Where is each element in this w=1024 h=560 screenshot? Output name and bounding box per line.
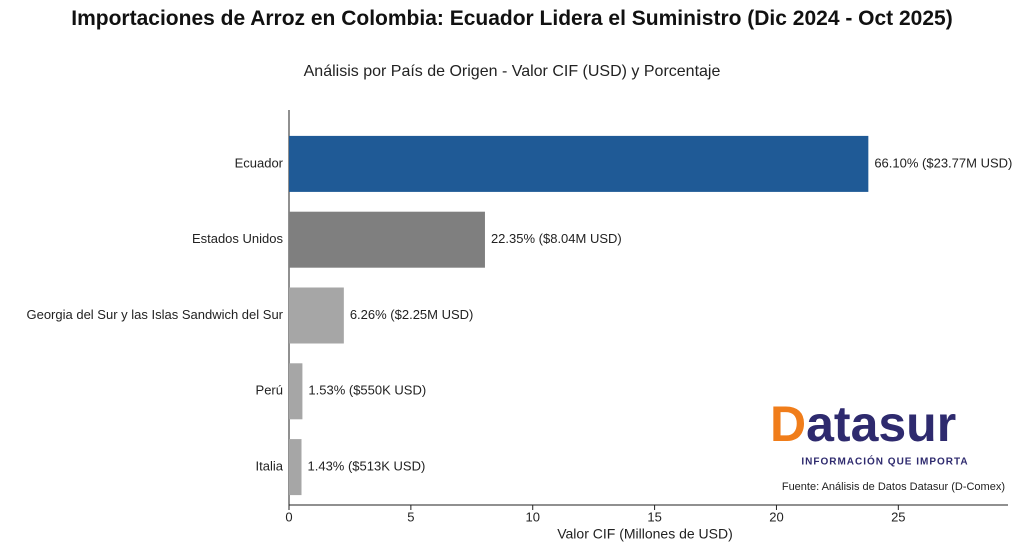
- y-tick-label: Georgia del Sur y las Islas Sandwich del…: [26, 307, 283, 322]
- y-tick-label: Italia: [256, 459, 284, 474]
- x-tick-label: 20: [769, 509, 783, 524]
- value-label: 6.26% ($2.25M USD): [350, 307, 474, 322]
- value-label: 1.43% ($513K USD): [308, 459, 426, 474]
- x-tick-label: 0: [285, 509, 292, 524]
- chart-subtitle: Análisis por País de Origen - Valor CIF …: [304, 63, 721, 80]
- value-label: 22.35% ($8.04M USD): [491, 231, 622, 246]
- source-note: Fuente: Análisis de Datos Datasur (D-Com…: [782, 481, 1005, 493]
- bar: [289, 363, 303, 420]
- bar: [289, 287, 344, 344]
- value-label: 1.53% ($550K USD): [308, 383, 426, 398]
- bar: [289, 135, 869, 192]
- x-tick-label: 25: [891, 509, 905, 524]
- bar: [289, 439, 302, 496]
- x-axis-label: Valor CIF (Millones de USD): [557, 526, 733, 542]
- value-label: 66.10% ($23.77M USD): [874, 155, 1012, 170]
- y-tick-label: Ecuador: [235, 155, 284, 170]
- logo-name: Datasur: [770, 396, 956, 452]
- chart-title: Importaciones de Arroz en Colombia: Ecua…: [71, 7, 953, 30]
- x-tick-label: 15: [647, 509, 661, 524]
- x-tick-label: 10: [525, 509, 539, 524]
- logo-tagline: INFORMACIÓN QUE IMPORTA: [801, 455, 968, 468]
- y-tick-label: Perú: [256, 383, 283, 398]
- x-tick-label: 5: [407, 509, 414, 524]
- y-tick-label: Estados Unidos: [192, 231, 284, 246]
- bar: [289, 211, 485, 268]
